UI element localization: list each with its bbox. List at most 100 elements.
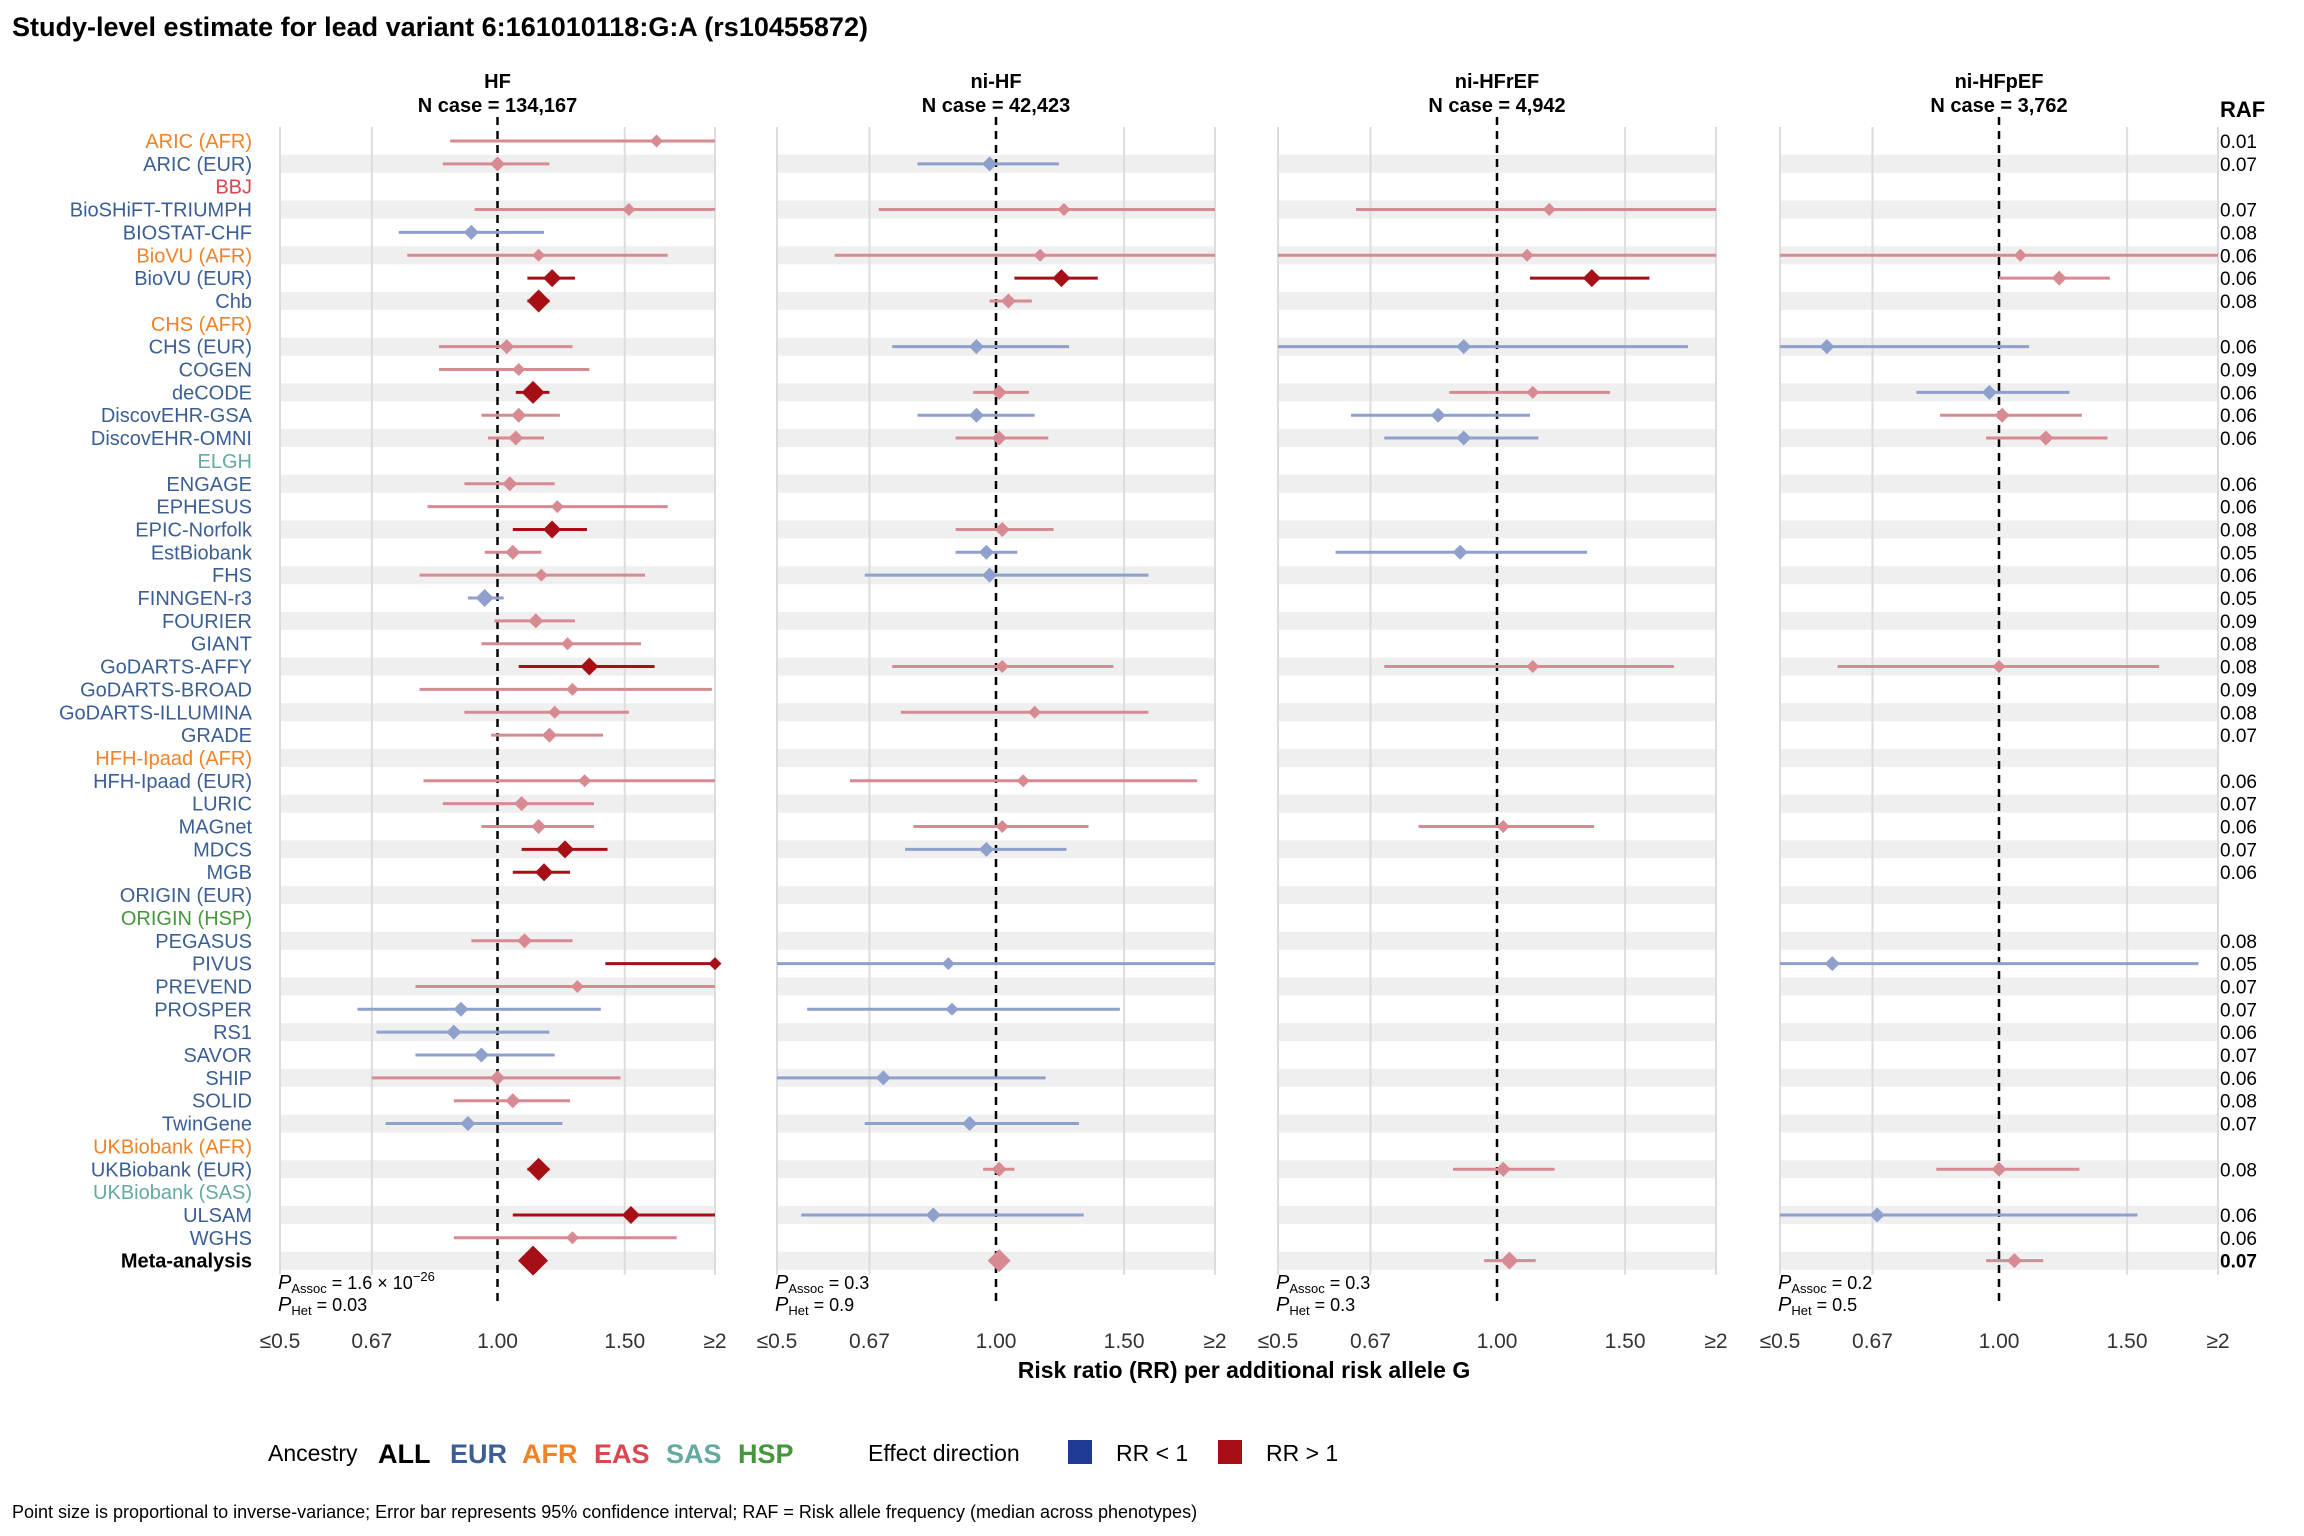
point-estimate — [490, 156, 505, 172]
point-estimate — [962, 1116, 978, 1132]
point-estimate — [548, 705, 562, 719]
point-estimate — [505, 1093, 521, 1109]
estimate-meta-analysis — [518, 1245, 549, 1276]
row-stripe — [777, 611, 1215, 630]
raf-value: 0.08 — [2220, 703, 2257, 724]
estimate-discovehr-omni — [1384, 430, 1539, 446]
study-label: GoDARTS-ILLUMINA — [59, 702, 253, 724]
estimate-twingene — [864, 1116, 1079, 1132]
point-estimate — [987, 1249, 1011, 1273]
chart-title: Study-level estimate for lead variant 6:… — [12, 12, 868, 42]
estimate-godarts-affy — [518, 657, 655, 676]
estimate-godarts-broad — [419, 682, 712, 696]
row-stripe — [777, 931, 1215, 950]
estimate-aric-eur- — [917, 156, 1059, 172]
estimate-biovu-afr- — [1278, 248, 1716, 262]
point-estimate — [578, 774, 592, 788]
point-estimate — [991, 384, 1007, 400]
estimate-hfh-ipaad-eur- — [423, 774, 715, 788]
x-axis-label: Risk ratio (RR) per additional risk alle… — [1018, 1357, 1470, 1383]
point-estimate — [453, 1001, 469, 1017]
row-stripe — [777, 886, 1215, 905]
panel-title: HF — [484, 71, 511, 93]
estimate-luric — [442, 796, 594, 812]
study-label: GoDARTS-AFFY — [100, 657, 252, 679]
estimate-bioshift-triumph — [1355, 203, 1716, 217]
study-label: MAGnet — [179, 817, 253, 839]
study-label: HFH-Ipaad (AFR) — [95, 748, 252, 770]
point-estimate — [499, 339, 515, 355]
point-estimate — [1500, 1251, 1519, 1270]
study-labels: ARIC (AFR)ARIC (EUR)BBJBioSHiFT-TRIUMPHB… — [59, 131, 253, 1273]
x-tick-label: 1.00 — [477, 1330, 518, 1353]
estimate-ulsam — [1780, 1207, 2138, 1223]
study-label: MDCS — [193, 839, 252, 861]
raf-value: 0.08 — [2220, 292, 2257, 313]
study-label: ORIGIN (EUR) — [120, 885, 252, 907]
p-assoc: PAssoc = 0.3 — [1276, 1272, 1370, 1296]
x-tick-label: 0.67 — [1852, 1330, 1893, 1353]
panel-n-case: N case = 42,423 — [922, 95, 1070, 117]
point-estimate — [555, 840, 574, 859]
point-estimate — [566, 682, 580, 696]
point-estimate — [527, 289, 551, 313]
raf-column: 0.010.070.070.080.060.060.080.060.090.06… — [2220, 132, 2257, 1273]
estimate-savor — [415, 1047, 555, 1063]
raf-value: 0.08 — [2220, 658, 2257, 679]
point-estimate — [978, 841, 994, 857]
estimate-magnet — [913, 820, 1089, 833]
legend-effect-swatch — [1218, 1440, 1242, 1464]
estimate-godarts-illumina — [464, 705, 629, 719]
raf-value: 0.07 — [2220, 1115, 2257, 1136]
study-label: COGEN — [179, 360, 252, 382]
point-estimate — [561, 637, 575, 651]
study-label: PREVEND — [155, 976, 252, 998]
point-estimate — [512, 363, 526, 376]
point-estimate — [534, 568, 548, 582]
panel-title: ni-HFpEF — [1955, 71, 2044, 93]
point-estimate — [475, 589, 494, 607]
raf-header: RAF — [2220, 97, 2265, 122]
panel-n-case: N case = 4,942 — [1428, 95, 1565, 117]
estimate-pegasus — [471, 933, 573, 949]
estimate-fhs — [419, 568, 645, 582]
estimate-engage — [464, 476, 555, 492]
p-het: PHet = 0.03 — [278, 1294, 367, 1318]
estimate-ukbiobank-eur- — [527, 1157, 551, 1181]
study-label: Meta-analysis — [121, 1251, 252, 1273]
estimate-biostat-chf — [398, 224, 545, 240]
study-label: WGHS — [190, 1228, 252, 1250]
estimate-godarts-affy — [892, 660, 1114, 674]
p-assoc: PAssoc = 0.2 — [1778, 1272, 1872, 1296]
estimate-cogen — [439, 363, 590, 376]
p-het: PHet = 0.5 — [1778, 1294, 1857, 1318]
row-stripe — [1278, 566, 1716, 585]
row-stripe — [1780, 200, 2218, 219]
x-tick-label: 0.67 — [849, 1330, 890, 1353]
point-estimate — [1819, 339, 1835, 355]
point-estimate — [978, 544, 994, 560]
x-tick-label: 1.50 — [1605, 1330, 1646, 1353]
study-label: BBJ — [215, 177, 252, 199]
legend-ancestry-hsp: HSP — [738, 1439, 794, 1469]
x-tick-label: 0.67 — [351, 1330, 392, 1353]
study-label: BioSHiFT-TRIUMPH — [70, 200, 252, 222]
raf-value: 0.06 — [2220, 772, 2257, 793]
point-estimate — [521, 380, 545, 404]
estimate-fhs — [864, 567, 1149, 583]
estimate-discovehr-omni — [1986, 430, 2108, 446]
study-label: DiscovEHR-OMNI — [91, 428, 252, 450]
study-label: UKBiobank (SAS) — [93, 1182, 252, 1204]
study-label: SOLID — [192, 1091, 252, 1113]
p-assoc: PAssoc = 0.3 — [775, 1272, 869, 1296]
estimate-finngen-r3 — [467, 589, 504, 607]
estimate-chb — [527, 289, 551, 313]
point-estimate — [1824, 956, 1840, 972]
row-stripe — [1780, 611, 2218, 630]
panel-n-case: N case = 3,762 — [1930, 95, 2067, 117]
panel-title: ni-HFrEF — [1455, 71, 1539, 93]
raf-value: 0.05 — [2220, 543, 2257, 564]
